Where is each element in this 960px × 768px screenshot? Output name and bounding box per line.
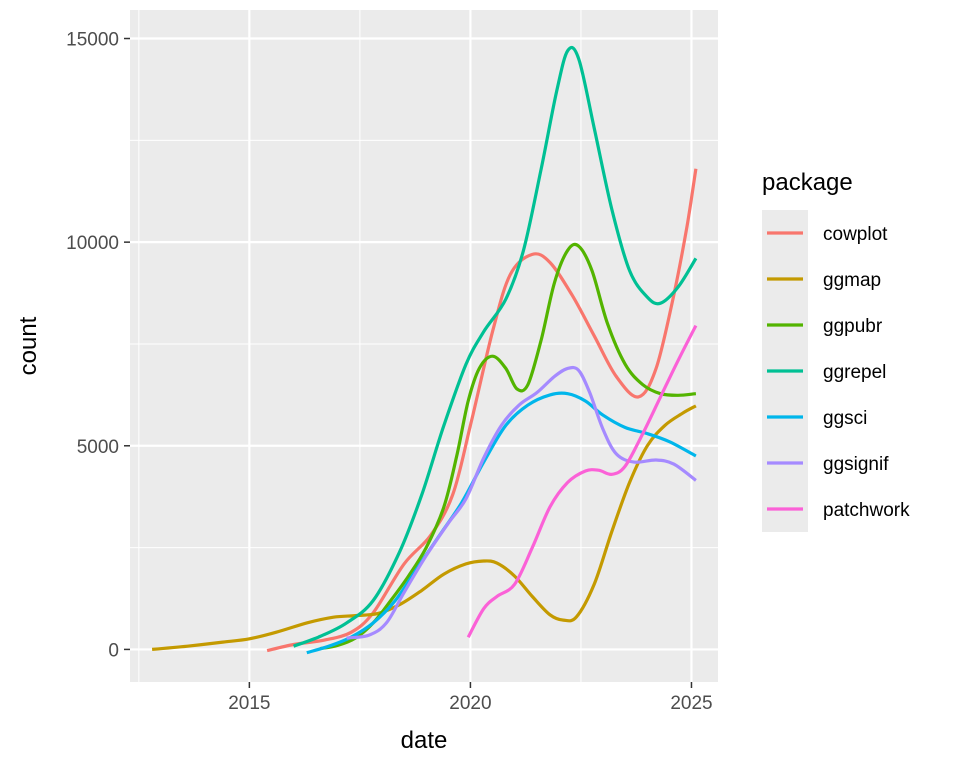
series-line-cowplot <box>266 168 698 653</box>
legend-label-cowplot: cowplot <box>823 224 888 245</box>
y-tick-label: 15000 <box>66 30 119 51</box>
major-gridlines <box>130 10 718 682</box>
series-line-ggsci <box>306 391 697 655</box>
x-axis-title: date <box>401 727 448 754</box>
y-axis-title: count <box>15 316 42 375</box>
y-tick-label: 5000 <box>77 437 119 458</box>
x-tick-label: 2020 <box>449 693 491 714</box>
legend-title: package <box>762 169 853 196</box>
series-line-ggrepel <box>293 45 698 648</box>
series-line-ggmap <box>151 404 697 651</box>
legend-label-ggsignif: ggsignif <box>823 454 889 475</box>
legend-label-ggsci: ggsci <box>823 408 867 429</box>
legend-label-patchwork: patchwork <box>823 500 910 521</box>
axes: 2015 2020 2025 0 5000 10000 15000 <box>66 30 712 714</box>
panel-background <box>130 10 718 682</box>
series-lines <box>151 45 698 655</box>
legend-label-ggmap: ggmap <box>823 270 881 291</box>
x-tick-label: 2015 <box>228 693 270 714</box>
series-line-ggpubr <box>319 242 697 651</box>
series-line-patchwork <box>466 324 698 638</box>
legend: package cowplot ggmap ggpubr ggrepel ggsci gg… <box>762 169 910 532</box>
legend-label-ggpubr: ggpubr <box>823 316 883 337</box>
x-tick-label: 2025 <box>670 693 712 714</box>
y-tick-label: 0 <box>108 640 119 661</box>
legend-label-ggrepel: ggrepel <box>823 362 886 383</box>
minor-gridlines <box>130 10 718 682</box>
y-tick-label: 10000 <box>66 233 119 254</box>
